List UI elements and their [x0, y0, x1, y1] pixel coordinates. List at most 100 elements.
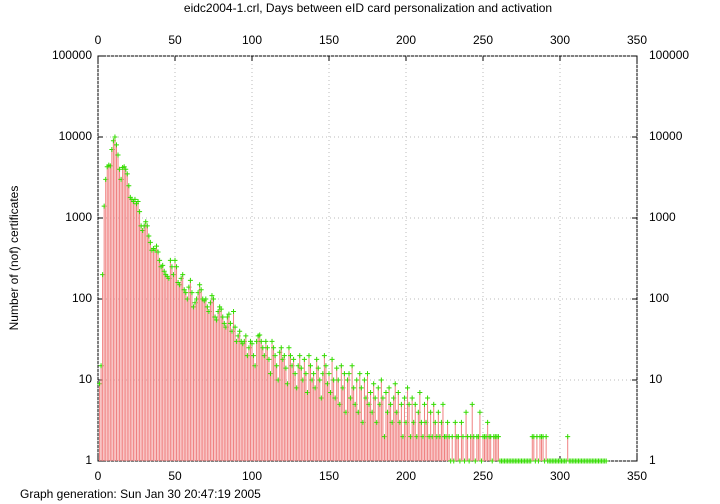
x-tick-label: 250 — [473, 469, 493, 483]
point — [432, 419, 438, 425]
point — [455, 434, 461, 440]
point — [135, 198, 141, 204]
point — [354, 377, 360, 383]
point — [421, 401, 427, 407]
point — [431, 401, 437, 407]
point — [204, 304, 210, 310]
point — [198, 287, 204, 293]
point — [278, 345, 284, 351]
point — [160, 262, 166, 268]
point — [331, 377, 337, 383]
point — [334, 365, 340, 371]
point — [315, 365, 321, 371]
point — [495, 434, 501, 440]
point — [143, 219, 149, 225]
point — [292, 371, 298, 377]
point — [209, 293, 215, 299]
point — [169, 264, 175, 270]
point — [167, 257, 173, 263]
point — [395, 390, 401, 396]
y2-tick-label: 1 — [649, 453, 656, 467]
point — [435, 409, 441, 415]
point — [409, 395, 415, 401]
point — [274, 363, 280, 369]
point — [357, 371, 363, 377]
point — [291, 356, 297, 362]
point — [183, 290, 189, 296]
point — [543, 434, 549, 440]
point — [361, 377, 367, 383]
point — [371, 381, 377, 387]
point — [418, 419, 424, 425]
point — [469, 401, 475, 407]
point — [157, 257, 163, 263]
point — [264, 345, 270, 351]
y2-tick-label: 10000 — [649, 129, 683, 143]
point — [301, 356, 307, 362]
point — [335, 377, 341, 383]
point — [306, 353, 312, 359]
point — [323, 363, 329, 369]
point — [303, 371, 309, 377]
point — [460, 434, 466, 440]
point — [383, 390, 389, 396]
point — [365, 371, 370, 377]
point — [378, 377, 384, 383]
point — [263, 338, 269, 344]
point — [346, 371, 352, 377]
x-tick-label: 350 — [627, 469, 647, 483]
point — [349, 363, 355, 369]
point — [271, 345, 277, 351]
point — [281, 353, 287, 359]
y-tick-label: 10 — [79, 372, 93, 386]
point — [221, 320, 227, 326]
point — [113, 142, 119, 148]
point — [251, 353, 257, 359]
point — [181, 287, 187, 293]
point — [326, 371, 332, 377]
point — [428, 409, 434, 415]
point — [338, 363, 344, 369]
point — [388, 401, 394, 407]
x2-tick-label: 50 — [168, 33, 182, 47]
point — [227, 320, 233, 326]
point — [375, 385, 381, 391]
x-tick-label: 0 — [95, 469, 102, 483]
point — [452, 419, 458, 425]
point — [565, 434, 571, 440]
point — [405, 385, 411, 391]
y-tick-label: 100000 — [52, 48, 92, 62]
point — [123, 166, 129, 172]
chart-title: eidc2004-1.crl, Days between eID card pe… — [184, 1, 552, 15]
point — [298, 365, 304, 371]
x2-tick-label: 350 — [627, 33, 647, 47]
point — [358, 385, 364, 391]
footer: Graph generation: Sun Jan 30 20:47:19 20… — [20, 487, 261, 501]
point — [187, 277, 193, 283]
point — [283, 365, 289, 371]
point — [161, 268, 167, 274]
point — [406, 401, 412, 407]
point — [308, 363, 314, 369]
point — [266, 356, 272, 362]
point — [211, 296, 216, 302]
point — [425, 395, 431, 401]
point — [147, 239, 153, 245]
point — [155, 249, 161, 255]
x-tick-label: 200 — [396, 469, 416, 483]
point — [226, 311, 232, 317]
point — [386, 385, 392, 391]
point — [146, 233, 152, 239]
point — [269, 338, 275, 344]
point — [329, 356, 335, 362]
x-tick-label: 300 — [550, 469, 570, 483]
point — [258, 338, 264, 344]
x2-tick-label: 0 — [95, 33, 102, 47]
point — [445, 419, 451, 425]
point — [121, 164, 127, 170]
y2-tick-label: 10 — [649, 372, 663, 386]
point — [351, 385, 357, 391]
point — [232, 324, 238, 330]
point — [317, 377, 323, 383]
point — [132, 196, 138, 202]
